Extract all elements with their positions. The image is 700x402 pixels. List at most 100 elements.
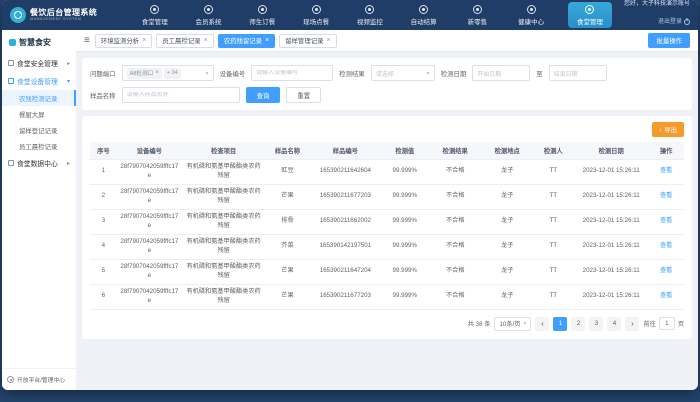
collapse-menu-icon[interactable]: ≡ — [84, 34, 90, 46]
tab-label: 员工晨检记录 — [162, 38, 201, 45]
tab[interactable]: 员工晨检记录 × — [156, 33, 214, 48]
logout-label: 退出登录 — [657, 19, 682, 26]
cell-device: 28f7907042059fffc17e — [116, 184, 183, 210]
search-button[interactable]: 查询 — [245, 87, 281, 103]
user-block: 您好，大子科技演示账号 退出登录 — [624, 0, 690, 30]
view-link[interactable]: 查看 — [659, 217, 673, 225]
nav-item-video-monitor[interactable]: 视频监控 — [347, 4, 393, 26]
nav-item-auto-settle[interactable]: 自动结算 — [401, 4, 447, 26]
cell-result: 不合格 — [428, 234, 482, 260]
sidebar-group[interactable]: 食堂数据中心 ▸ — [2, 154, 76, 172]
column-header: 检测值 — [381, 142, 429, 160]
device-input-wrap — [251, 65, 334, 81]
tab[interactable]: 留样管理记录 × — [279, 33, 337, 48]
canteen-icon — [585, 4, 595, 14]
close-icon[interactable]: × — [203, 37, 208, 44]
cell-date: 2023-12-01 15:26:11 — [574, 209, 649, 235]
view-link[interactable]: 查看 — [659, 192, 673, 200]
nav-item-meal-order[interactable]: 师生订餐 — [239, 4, 285, 26]
close-icon[interactable]: × — [142, 37, 147, 44]
cell-device: 28f7907042059fffc17e — [116, 209, 183, 235]
tab[interactable]: 农药残留记录 × — [217, 33, 276, 48]
column-header: 检测人 — [532, 142, 575, 160]
date-start-placeholder: 开始日期 — [477, 71, 502, 78]
view-link[interactable]: 查看 — [659, 292, 673, 300]
date-end-input[interactable]: 结束日期 — [548, 65, 607, 81]
cell-result: 不合格 — [428, 159, 482, 185]
cell-device: 28f7907042059fffc17e — [116, 284, 183, 310]
goto-label: 前往 — [643, 321, 656, 329]
nav-item-health[interactable]: 健康中心 — [508, 4, 554, 26]
table-row: 5 28f7907042059fffc17e 有机磷和氨基甲酸酯类农药残留 芒果 165… — [90, 259, 684, 285]
selected-port-tag: A8检测口 × — [126, 67, 162, 79]
view-link[interactable]: 查看 — [659, 267, 673, 275]
logout-button[interactable]: 退出登录 — [658, 18, 690, 26]
cell-sample: 芥菜 — [265, 234, 310, 260]
sidebar-item[interactable]: 留样登记记录 — [2, 122, 76, 138]
table-panel: ↓ 导出 序号 设备编号 检查项目 样品名称 样品编号 检测值 检测结果 检测地点 检测人 检测日… — [82, 116, 692, 339]
sidebar-group[interactable]: 食堂设备管理 ▾ — [2, 72, 76, 90]
cell-result: 不合格 — [428, 284, 482, 310]
nav-item-canteen[interactable]: 食堂管理 — [132, 4, 178, 26]
power-icon — [684, 19, 690, 26]
cell-sample_no: 165390211677203 — [309, 284, 382, 310]
cell-index: 3 — [90, 209, 117, 235]
food-safety-icon — [9, 39, 16, 46]
goto-page-input[interactable] — [658, 317, 675, 331]
nav-item-label: 师生订餐 — [249, 18, 276, 26]
reset-button[interactable]: 重置 — [286, 87, 322, 103]
nav-item-label: 健康中心 — [518, 18, 545, 26]
sidebar-group[interactable]: 食堂安全管理 ▸ — [2, 54, 76, 72]
sidebar-item-label: 农残检测记录 — [19, 95, 58, 103]
page-button-3[interactable]: 3 — [589, 316, 604, 331]
page-size-select[interactable]: 10条/页 ▾ — [494, 316, 532, 331]
next-page-button[interactable]: › — [625, 316, 640, 331]
sidebar-item[interactable]: 农残检测记录 — [2, 90, 76, 106]
sidebar-title-label: 智慧食安 — [19, 38, 51, 47]
batch-action-button[interactable]: 批量操作 — [648, 33, 690, 48]
active-app-tile[interactable]: 食堂管理 — [567, 2, 612, 28]
nav-item-label: 自动结算 — [410, 18, 437, 26]
date-start-input[interactable]: 开始日期 — [472, 65, 531, 81]
view-link[interactable]: 查看 — [659, 242, 673, 250]
nav-item-label: 食堂管理 — [141, 18, 168, 26]
nav-item-dine-in[interactable]: 现场点餐 — [293, 4, 339, 26]
port-filter-label: 问题端口 — [90, 70, 116, 78]
export-button[interactable]: ↓ 导出 — [652, 122, 684, 137]
close-icon[interactable]: × — [265, 37, 270, 44]
cell-inspector: TT — [532, 284, 575, 310]
port-more-tag: + 34 — [163, 67, 181, 79]
main-area: ≡ 环境监测分析 × 员工晨检记录 × 农药残留记录 × 留样管理记录 × 批量操作 问题端口… — [76, 30, 698, 390]
result-filter-label: 检测结果 — [339, 70, 365, 78]
page-button-2[interactable]: 2 — [571, 316, 586, 331]
page-button-1[interactable]: 1 — [553, 316, 568, 331]
cell-index: 2 — [90, 184, 117, 210]
view-link[interactable]: 查看 — [659, 167, 673, 175]
port-select[interactable]: A8检测口 × + 34 ▾ — [121, 65, 214, 81]
cell-location: 龙子 — [481, 184, 533, 210]
sidebar-item[interactable]: 餐厨大屏 — [2, 106, 76, 122]
platform-icon — [7, 376, 14, 383]
page-button-4[interactable]: 4 — [607, 316, 622, 331]
sidebar-item[interactable]: 员工晨检记录 — [2, 138, 76, 154]
device-input[interactable] — [256, 70, 329, 76]
filter-row-1: 问题端口 A8检测口 × + 34 ▾ 设备编号 — [90, 65, 684, 81]
cell-action: 查看 — [648, 234, 684, 260]
cell-item: 有机磷和氨基甲酸酯类农药残留 — [182, 159, 266, 185]
close-icon[interactable]: × — [326, 37, 331, 44]
cell-location: 龙子 — [481, 234, 533, 260]
remove-tag-icon[interactable]: × — [155, 70, 159, 76]
nav-item-label: 现场点餐 — [303, 18, 330, 26]
tab[interactable]: 环境监测分析 × — [94, 33, 153, 48]
nav-item-retail[interactable]: 新零售 — [454, 4, 500, 26]
member-icon — [204, 4, 214, 14]
nav-item-member[interactable]: 会员系统 — [186, 4, 232, 26]
sample-input[interactable] — [126, 92, 235, 98]
prev-page-button[interactable]: ‹ — [535, 316, 550, 331]
sidebar-item-label: 留样登记记录 — [19, 127, 58, 135]
device-filter-label: 设备编号 — [219, 70, 246, 78]
cell-item: 有机磷和氨基甲酸酯类农药残留 — [182, 234, 266, 260]
records-table: 序号 设备编号 检查项目 样品名称 样品编号 检测值 检测结果 检测地点 检测人 检测日期 操作 1… — [90, 142, 684, 310]
sidebar-footer-link[interactable]: 开放平台/管理中心 — [2, 368, 76, 390]
result-select[interactable]: 请选择 ▾ — [370, 65, 435, 81]
